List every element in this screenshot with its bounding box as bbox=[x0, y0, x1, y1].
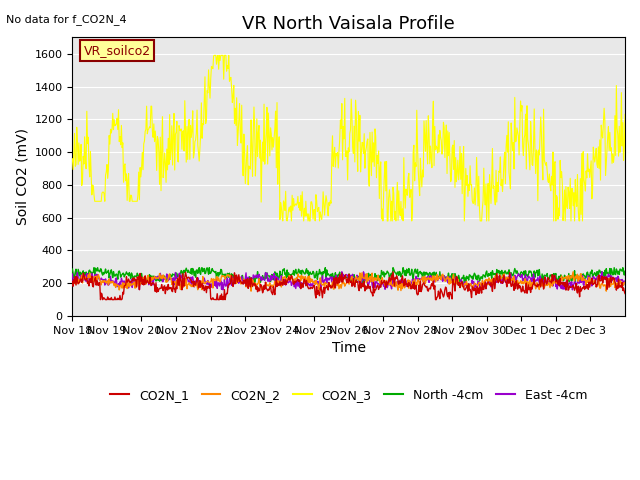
Text: No data for f_CO2N_4: No data for f_CO2N_4 bbox=[6, 14, 127, 25]
Legend: CO2N_1, CO2N_2, CO2N_3, North -4cm, East -4cm: CO2N_1, CO2N_2, CO2N_3, North -4cm, East… bbox=[106, 384, 592, 407]
Y-axis label: Soil CO2 (mV): Soil CO2 (mV) bbox=[15, 128, 29, 225]
Title: VR North Vaisala Profile: VR North Vaisala Profile bbox=[243, 15, 455, 33]
X-axis label: Time: Time bbox=[332, 341, 365, 355]
Text: VR_soilco2: VR_soilco2 bbox=[83, 44, 150, 57]
